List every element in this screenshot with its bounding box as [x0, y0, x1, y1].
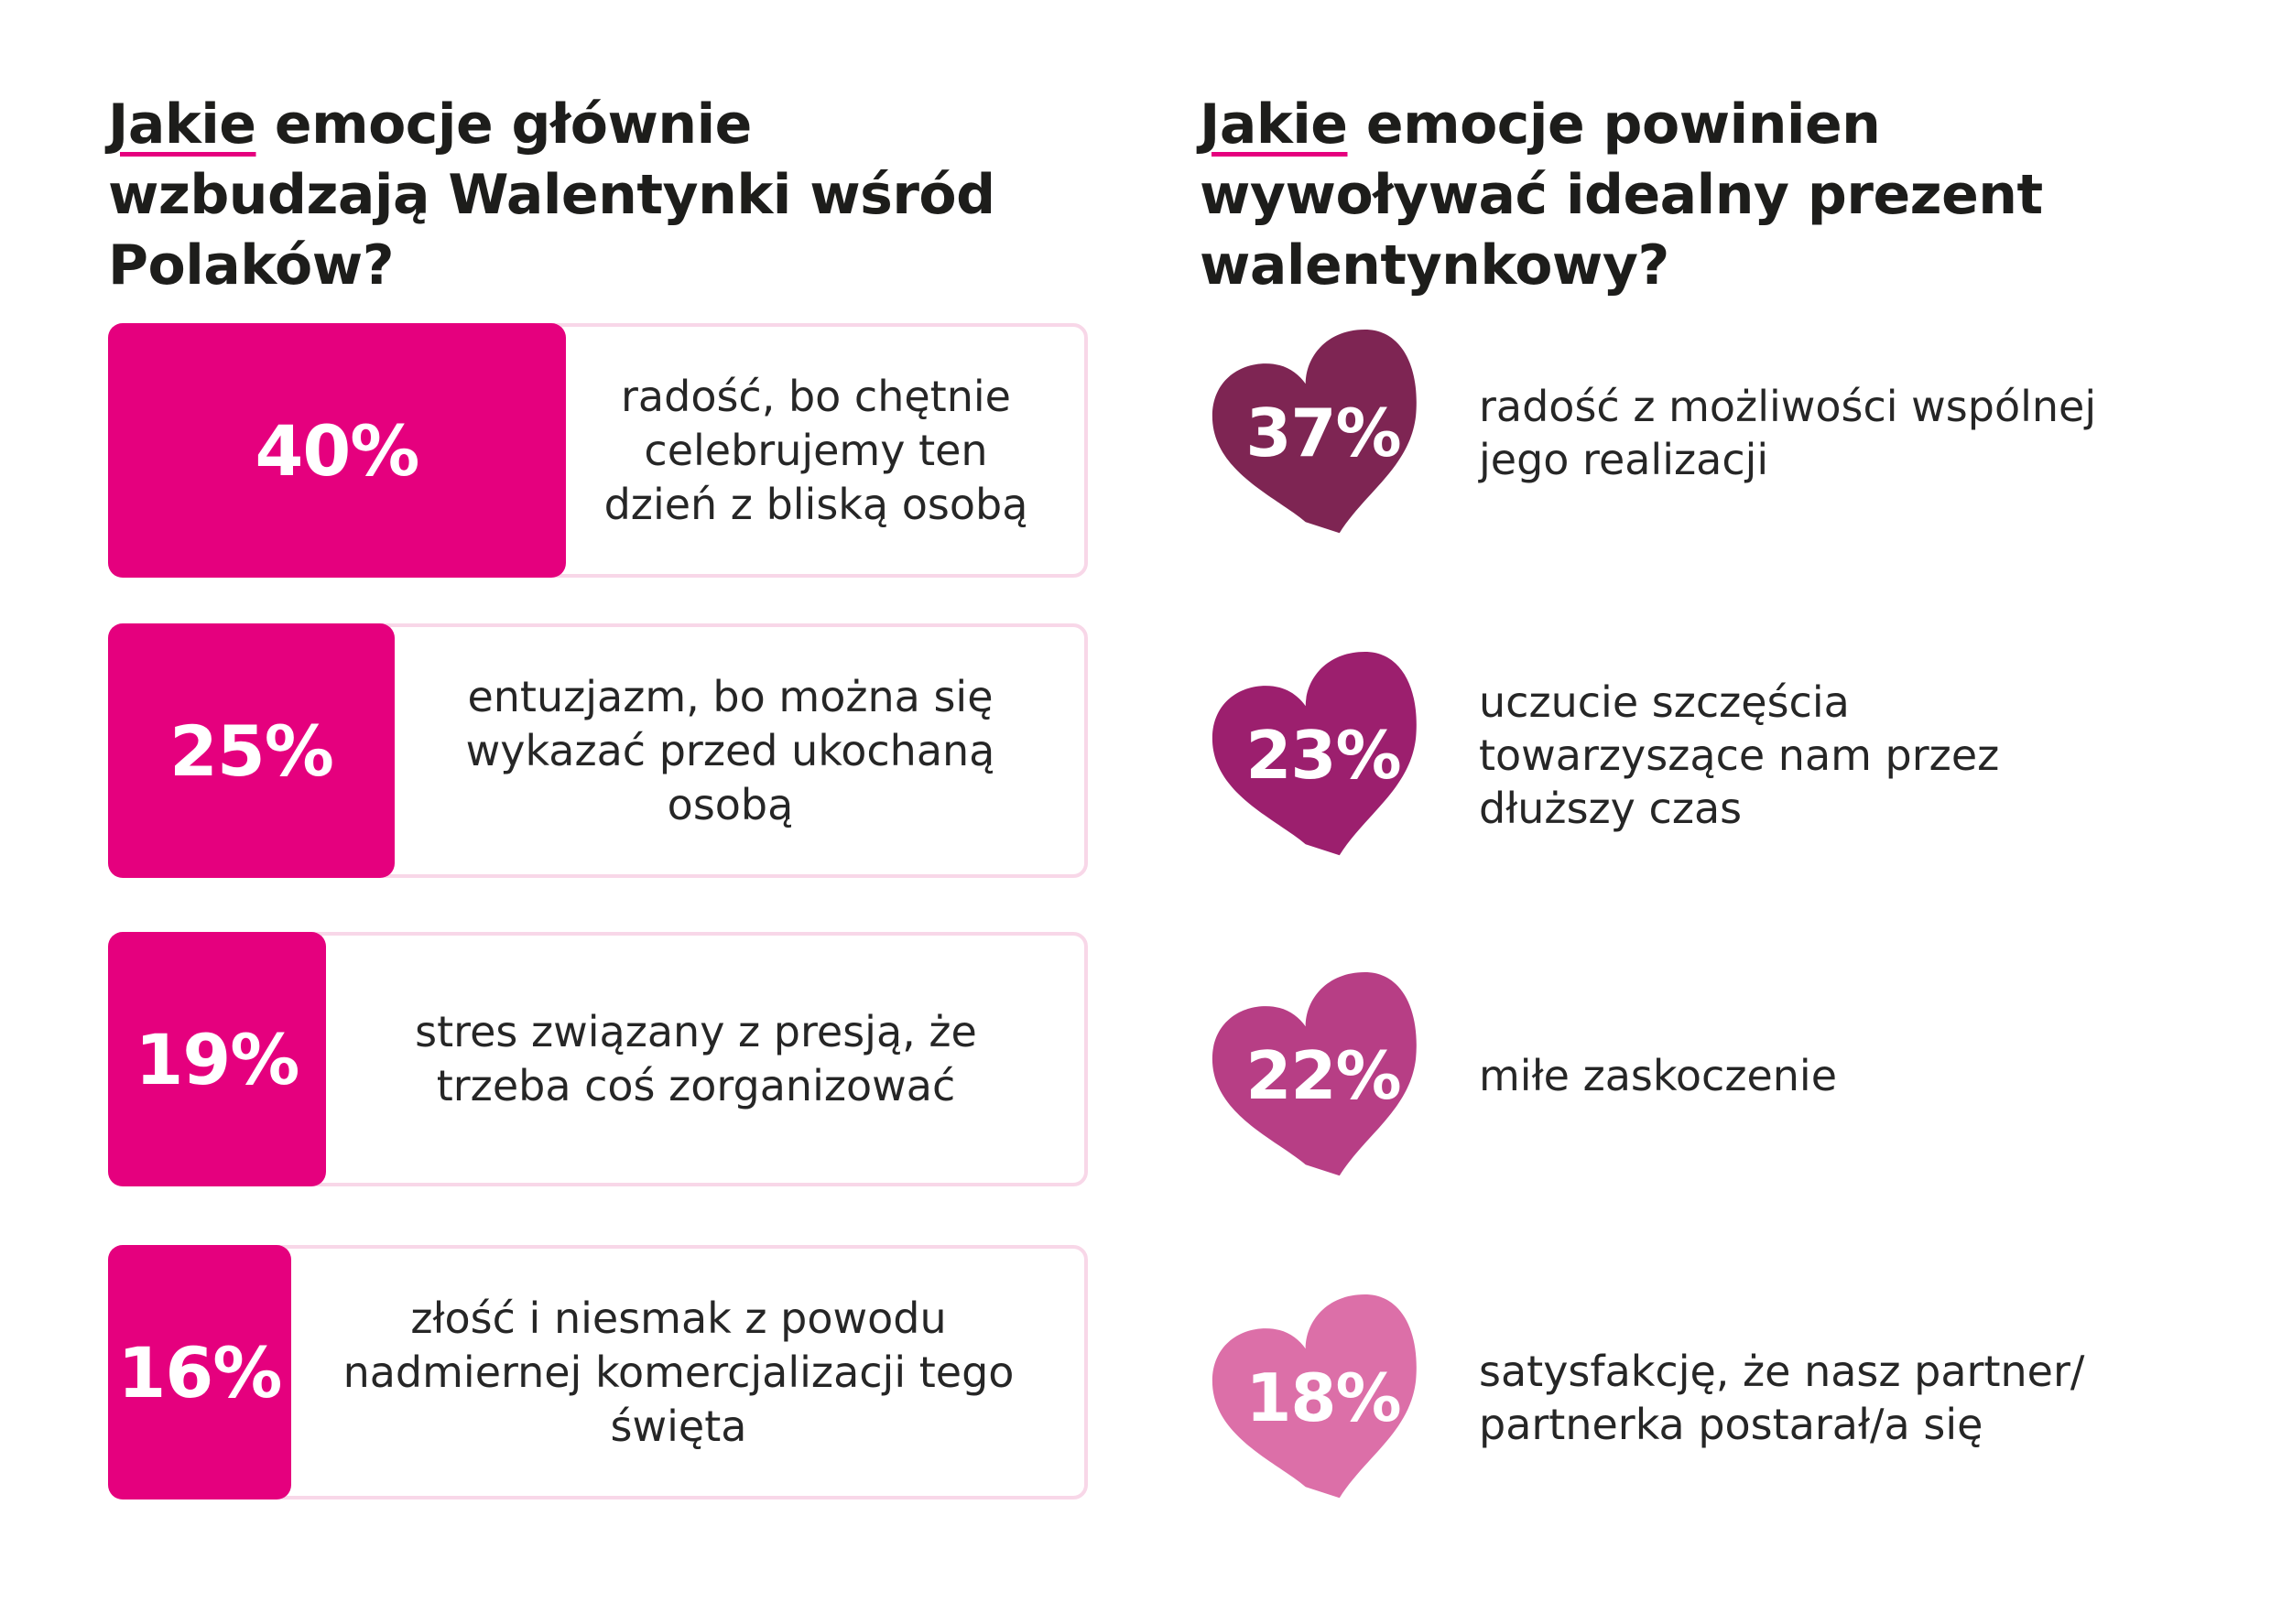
title-text: emocje głównie	[255, 92, 753, 157]
bar: 16%	[108, 1245, 291, 1499]
bar-row: 25% entuzjazm, bo można się wykazać przed …	[108, 623, 1088, 878]
heart-category-label: miłe zaskoczenie	[1479, 961, 2234, 1190]
bar-category-line: celebrujemy ten	[644, 425, 988, 475]
bar-category-line: złość i niesmak z powodu	[410, 1293, 947, 1343]
heart-row: 23% uczucie szczęścia towarzyszące nam prz…	[1200, 641, 2234, 879]
heart-category-line: miłe zaskoczenie	[1479, 1051, 1837, 1100]
heart-icon	[1200, 961, 1429, 1190]
heart-category-label: satysfakcję, że nasz partner/partnerka p…	[1479, 1283, 2234, 1512]
title-line-2: wywoływać idealny prezent	[1200, 163, 2043, 227]
bar-category-line: entuzjazm, bo można się	[467, 671, 994, 721]
heart-category-line: jego realizacji	[1479, 435, 1769, 484]
title-highlight-word: Jakie	[1200, 92, 1348, 157]
bar-row: 16% złość i niesmak z powodu nadmiernej ko…	[108, 1245, 1088, 1499]
title-line-1-rest: emocje powinien	[1347, 92, 1881, 157]
bar-category-label: radość, bo chętnie celebrujemy ten dzień z…	[566, 327, 1066, 574]
heart-category-label: uczucie szczęścia towarzyszące nam przez d…	[1479, 641, 2234, 870]
heart-value-label: 23%	[1245, 717, 1401, 794]
heart-row: 22% miłe zaskoczenie	[1200, 961, 2234, 1199]
title-line-2: wzbudzają Walentynki wśród	[108, 163, 995, 227]
bar-category-line: nadmiernej komercjalizacji tego	[342, 1347, 1015, 1397]
heart-icon	[1200, 319, 1429, 547]
heart-icon	[1200, 641, 1429, 870]
bar-category-line: radość, bo chętnie	[621, 371, 1011, 421]
bar: 19%	[108, 932, 326, 1186]
title-line-3: walentynkowy?	[1200, 233, 1669, 298]
heart-row: 37% radość z możliwości wspólnej jego real…	[1200, 319, 2234, 557]
bar-value-label: 40%	[255, 409, 420, 492]
bar-category-line: trzeba coś zorganizować	[436, 1061, 956, 1110]
title-line-3: Polaków?	[108, 233, 395, 298]
heart-value-label: 37%	[1245, 395, 1401, 471]
heart-icon	[1200, 1283, 1429, 1512]
bar: 40%	[108, 323, 566, 578]
bar-category-line: stres związany z presją, że	[415, 1007, 977, 1056]
bar-category-line: dzień z bliską osobą	[603, 479, 1028, 529]
title-highlight-word: Jakie	[108, 92, 256, 157]
bar-category-line: wykazać przed ukochaną	[465, 725, 995, 775]
bar-row: 40% radość, bo chętnie celebrujemy ten dzie…	[108, 323, 1088, 578]
left-chart-title: Jakie emocje głównie wzbudzają Walentynki…	[108, 90, 1134, 301]
bar-row: 19% stres związany z presją, że trzeba coś…	[108, 932, 1088, 1186]
heart-category-line: partnerka postarał/a się	[1479, 1400, 1983, 1449]
heart-category-line: dłuższy czas	[1479, 784, 1743, 833]
heart-value-label: 18%	[1245, 1359, 1401, 1436]
heart-category-line: radość z możliwości wspólnej	[1479, 382, 2097, 431]
heart-category-label: radość z możliwości wspólnej jego realiza…	[1479, 319, 2234, 547]
bar-category-label: złość i niesmak z powodu nadmiernej komer…	[291, 1249, 1066, 1496]
heart-category-line: satysfakcję, że nasz partner/	[1479, 1347, 2085, 1396]
heart-value-label: 22%	[1245, 1037, 1401, 1114]
heart-category-line: uczucie szczęścia	[1479, 677, 1850, 727]
bar-category-label: entuzjazm, bo można się wykazać przed uko…	[395, 627, 1066, 874]
right-chart-title: Jakie emocje powinien wywoływać idealny p…	[1200, 90, 2225, 301]
heart-category-line: towarzyszące nam przez	[1479, 731, 2000, 780]
bar-category-label: stres związany z presją, że trzeba coś zo…	[326, 936, 1066, 1183]
bar-value-label: 25%	[169, 709, 334, 792]
bar-value-label: 16%	[117, 1331, 283, 1413]
heart-row: 18% satysfakcję, że nasz partner/partnerk…	[1200, 1283, 2234, 1521]
bar-value-label: 19%	[135, 1018, 300, 1100]
bar-category-line: osobą	[667, 779, 794, 829]
bar: 25%	[108, 623, 395, 878]
bar-category-line: święta	[610, 1401, 747, 1451]
